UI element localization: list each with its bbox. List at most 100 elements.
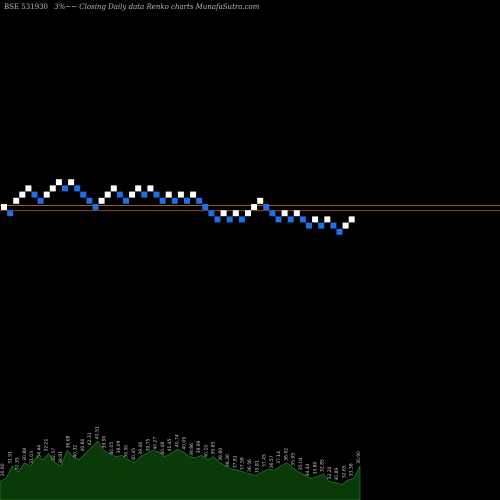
- renko-brick: [269, 210, 276, 217]
- renko-brick: [55, 179, 62, 186]
- renko-brick: [275, 216, 282, 223]
- volume-label: 39.75: [145, 438, 151, 451]
- renko-brick: [177, 191, 184, 198]
- volume-label: 32.65: [341, 465, 347, 478]
- renko-brick: [257, 197, 264, 204]
- renko-brick: [135, 185, 142, 192]
- renko-brick: [129, 191, 136, 198]
- renko-brick: [330, 222, 337, 229]
- renko-brick: [318, 222, 325, 229]
- renko-brick: [68, 179, 75, 186]
- renko-brick: [110, 185, 117, 192]
- renko-brick: [37, 197, 44, 204]
- volume-label: 40.27: [153, 437, 159, 450]
- volume-label: 32.57: [51, 448, 57, 461]
- volume-label: 41.45: [167, 438, 173, 451]
- renko-brick: [153, 191, 160, 198]
- chart-subtitle: 3%~~ Closing Daily data Renko charts Mun…: [54, 3, 260, 11]
- renko-brick: [251, 204, 258, 210]
- volume-label: 30.88: [22, 448, 28, 461]
- renko-brick: [184, 197, 190, 204]
- volume-label: 39.89: [218, 448, 224, 461]
- renko-brick: [220, 210, 227, 217]
- renko-brick: [7, 210, 14, 217]
- volume-label: 31.03: [29, 451, 35, 464]
- renko-brick: [196, 197, 203, 204]
- volume-label: 33.80: [312, 461, 318, 474]
- volume-label: 36.68: [65, 435, 71, 448]
- volume-label: 42.31: [87, 432, 93, 445]
- volume-label: 37.45: [262, 454, 268, 467]
- volume-label: 40.10: [203, 445, 209, 458]
- renko-brick: [306, 222, 312, 229]
- renko-brick: [324, 216, 331, 223]
- reference-lines: [0, 205, 500, 212]
- volume-label: 32.20: [327, 466, 333, 479]
- renko-brick: [80, 191, 87, 198]
- renko-brick: [98, 197, 105, 204]
- volume-label: 30.90: [0, 463, 6, 476]
- volume-label: 37.58: [240, 457, 246, 470]
- renko-brick: [147, 185, 154, 192]
- renko-brick: [25, 185, 32, 192]
- volume-label: 32.21: [44, 438, 50, 451]
- volume-label: 39.09: [116, 440, 122, 453]
- renko-brick: [171, 197, 178, 204]
- renko-brick: [74, 185, 81, 192]
- renko-brick: [141, 191, 148, 198]
- renko-brick: [13, 197, 20, 204]
- volume-label: 39.90: [102, 435, 108, 448]
- volume-label: 32.85: [320, 459, 326, 472]
- renko-brick: [342, 222, 349, 229]
- renko-brick: [232, 210, 239, 217]
- volume-label: 40.45: [131, 448, 137, 461]
- volume-label: 36.92: [283, 448, 289, 461]
- renko-brick: [165, 191, 172, 198]
- volume-area-path: [0, 440, 361, 500]
- renko-bricks: [1, 179, 355, 235]
- renko-brick: [312, 216, 319, 223]
- renko-brick: [336, 228, 343, 235]
- volume-label: 40.09: [182, 437, 188, 450]
- volume-label: 38.26: [225, 454, 231, 467]
- volume-label: 36.57: [269, 455, 275, 468]
- volume-label: 37.14: [276, 451, 282, 464]
- renko-brick: [19, 191, 26, 198]
- volume-label: 32.35: [15, 457, 21, 470]
- volume-label: 36.56: [247, 459, 253, 472]
- renko-brick: [159, 197, 166, 204]
- renko-brick: [86, 197, 93, 204]
- volume-label: 34.44: [305, 463, 311, 476]
- volume-label: 35.95: [291, 453, 297, 466]
- renko-brick: [208, 210, 215, 217]
- renko-brick: [238, 216, 245, 223]
- renko-brick: [214, 216, 221, 223]
- volume-label: 30.90: [356, 451, 362, 464]
- renko-brick: [1, 204, 7, 210]
- renko-brick: [43, 191, 50, 198]
- volume-label: 33.36: [349, 463, 355, 476]
- chart-symbol: BSE 531930: [4, 3, 48, 11]
- volume-label: 40.05: [109, 442, 115, 455]
- renko-brick: [299, 216, 306, 223]
- renko-brick: [31, 191, 38, 198]
- renko-brick: [49, 185, 56, 192]
- renko-brick: [104, 191, 111, 198]
- chart-header: BSE 531930 3%~~ Closing Daily data Renko…: [4, 3, 260, 11]
- volume-label: 30.89: [334, 468, 340, 481]
- renko-brick: [245, 210, 251, 217]
- renko-brick: [123, 197, 129, 204]
- volume-label: 35.81: [254, 460, 260, 473]
- renko-brick: [92, 204, 99, 210]
- renko-brick: [287, 216, 294, 223]
- volume-label: 35.04: [298, 457, 304, 470]
- renko-brick: [263, 204, 270, 210]
- volume-label: 39.99: [196, 440, 202, 453]
- renko-brick: [202, 204, 209, 210]
- volume-label: 40.51: [94, 426, 100, 439]
- renko-brick: [281, 210, 288, 217]
- renko-brick: [190, 191, 197, 198]
- renko-brick: [116, 191, 123, 198]
- volume-label: 37.81: [232, 455, 238, 468]
